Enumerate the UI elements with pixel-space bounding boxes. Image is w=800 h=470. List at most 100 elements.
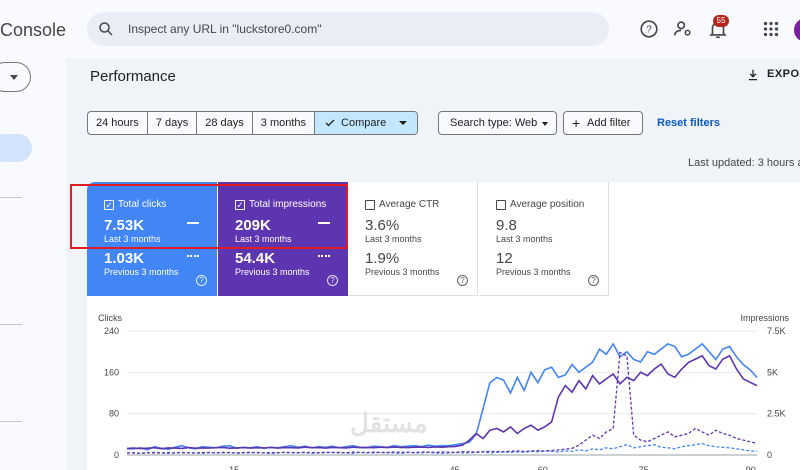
add-filter-button[interactable]: + Add filter — [563, 111, 643, 135]
help-icon[interactable]: ? — [588, 275, 599, 286]
nav-divider — [0, 324, 22, 325]
metric-previous-period: Previous 3 months — [235, 267, 310, 277]
x-axis-ticks: 15 45 60 75 90 — [229, 465, 756, 470]
solid-line-legend-icon — [187, 222, 199, 224]
reset-filters-link[interactable]: Reset filters — [657, 117, 720, 129]
right-axis-title: Impressions — [740, 313, 789, 323]
metric-average-ctr[interactable]: Average CTR 3.6% Last 3 months 1.9% Prev… — [348, 182, 478, 296]
svg-text:?: ? — [646, 25, 652, 36]
nav-divider — [0, 421, 22, 422]
search-icon — [99, 22, 113, 36]
metric-period: Last 3 months — [235, 234, 292, 244]
metric-average-position[interactable]: Average position 9.8 Last 3 months 12 Pr… — [479, 182, 609, 296]
last-updated: Last updated: 3 hours a — [688, 157, 800, 169]
x-axis-tick: 15 — [229, 465, 239, 470]
range-7-days[interactable]: 7 days — [148, 112, 198, 134]
checkbox-unchecked-icon[interactable] — [365, 200, 375, 210]
check-icon — [325, 119, 335, 127]
plus-icon: + — [572, 115, 581, 131]
metric-label: Total clicks — [118, 199, 167, 210]
dropdown-arrow-icon — [399, 121, 408, 125]
page-title: Performance — [90, 68, 176, 85]
right-axis-ticks: 7.5K 5K 2.5K 0 — [767, 326, 786, 460]
metric-period: Last 3 months — [365, 234, 422, 244]
chart-grid — [127, 330, 757, 456]
apps-grid-icon[interactable] — [760, 18, 782, 40]
compare-button[interactable]: Compare — [315, 112, 418, 134]
help-icon[interactable]: ? — [196, 275, 207, 286]
help-icon[interactable]: ? — [327, 275, 338, 286]
metric-label: Average position — [510, 199, 585, 210]
metric-previous-value: 54.4K — [235, 250, 276, 267]
metric-value: 9.8 — [496, 217, 517, 234]
chart-series — [126, 342, 758, 455]
performance-chart: Clicks Impressions 240 160 80 0 7.5K 5K 2.5K 0… — [98, 313, 790, 470]
left-axis-tick: 0 — [114, 450, 119, 460]
metric-total-clicks[interactable]: ✓ Total clicks 7.53K Last 3 months 1.03K… — [87, 182, 217, 296]
metric-label: Total impressions — [249, 199, 327, 210]
search-input[interactable]: Inspect any URL in "luckstore0.com" — [128, 22, 322, 36]
dashed-line-legend-icon — [318, 255, 330, 257]
range-28-days[interactable]: 28 days — [197, 112, 253, 134]
checkbox-unchecked-icon[interactable] — [496, 200, 506, 210]
export-button[interactable]: EXPOR — [767, 68, 800, 80]
x-axis-tick: 75 — [639, 465, 649, 470]
x-axis-tick: 45 — [450, 465, 460, 470]
metric-previous-value: 1.03K — [104, 250, 145, 267]
right-axis-tick: 2.5K — [767, 409, 786, 419]
series-line-impressions-dashed — [126, 351, 758, 454]
x-axis-tick: 60 — [538, 465, 548, 470]
url-inspection-search[interactable]: Inspect any URL in "luckstore0.com" — [87, 12, 609, 46]
range-3-months[interactable]: 3 months — [253, 112, 316, 134]
right-axis-tick: 5K — [767, 367, 778, 377]
left-axis-ticks: 240 160 80 0 — [104, 326, 119, 460]
nav-divider — [0, 197, 22, 198]
metric-value: 209K — [235, 217, 271, 234]
metric-period: Last 3 months — [104, 234, 161, 244]
metric-previous-period: Previous 3 months — [496, 267, 571, 277]
left-axis-title: Clicks — [98, 313, 122, 323]
search-type-label: Search type: Web — [450, 117, 538, 129]
add-filter-label: Add filter — [587, 117, 631, 129]
left-axis-tick: 240 — [104, 326, 119, 336]
metric-previous-period: Previous 3 months — [365, 267, 440, 277]
app-title: Console — [0, 20, 67, 40]
chevron-down-icon — [10, 75, 18, 80]
annotation-highlight-box — [70, 184, 348, 249]
checkbox-checked-icon[interactable]: ✓ — [104, 200, 114, 210]
metric-value: 3.6% — [365, 217, 400, 234]
top-bar: Console Inspect any URL in "luckstore0.c… — [0, 0, 800, 58]
notification-count-badge: 55 — [713, 15, 729, 27]
right-axis-tick: 7.5K — [767, 326, 786, 336]
help-icon[interactable]: ? — [457, 275, 468, 286]
compare-label: Compare — [341, 117, 387, 129]
solid-line-legend-icon — [318, 222, 330, 224]
x-axis-tick: 90 — [746, 465, 756, 470]
watermark-logo: مستقل — [350, 408, 428, 438]
checkbox-checked-icon[interactable]: ✓ — [235, 200, 245, 210]
help-icon[interactable]: ? — [638, 18, 660, 40]
metric-label: Average CTR — [379, 199, 440, 210]
property-selector[interactable] — [0, 62, 31, 92]
metric-previous-period: Previous 3 months — [104, 267, 179, 277]
nav-item-performance[interactable] — [0, 134, 32, 162]
dropdown-arrow-icon — [542, 122, 548, 126]
metric-value: 7.53K — [104, 217, 145, 234]
right-axis-tick: 0 — [767, 450, 772, 460]
metric-previous-value: 1.9% — [365, 250, 400, 267]
date-range-selector: 24 hours 7 days 28 days 3 months Compare — [87, 111, 419, 135]
dashed-line-legend-icon — [187, 255, 199, 257]
series-line-clicks-solid — [127, 342, 758, 451]
series-line-impressions-solid — [126, 354, 758, 450]
download-icon — [748, 69, 758, 81]
avatar[interactable] — [794, 18, 800, 42]
left-axis-tick: 80 — [109, 409, 119, 419]
range-24-hours[interactable]: 24 hours — [88, 112, 148, 134]
metric-total-impressions[interactable]: ✓ Total impressions 209K Last 3 months 5… — [218, 182, 348, 296]
metric-period: Last 3 months — [496, 234, 553, 244]
metric-previous-value: 12 — [496, 250, 513, 267]
search-type-filter[interactable]: Search type: Web — [438, 111, 557, 135]
left-navigation — [0, 58, 66, 470]
left-axis-tick: 160 — [104, 367, 119, 377]
manage-users-icon[interactable] — [672, 18, 694, 40]
